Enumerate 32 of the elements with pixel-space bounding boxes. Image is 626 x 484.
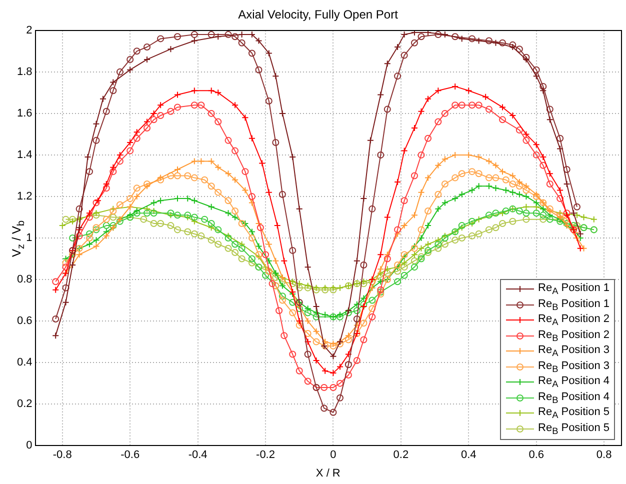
x-tick-label: 0.6 — [528, 449, 544, 462]
y-tick-label: 2 — [26, 24, 32, 36]
legend-label: Re$_{A}$ Position 4 — [538, 375, 610, 390]
legend-label: Re$_{A}$ Position 1 — [538, 282, 610, 296]
x-tick-label: 0.4 — [461, 449, 476, 462]
legend-label: Re$_{B}$ Position 5 — [538, 422, 610, 436]
y-tick-label: 1.4 — [16, 148, 32, 161]
y-tick-label: 1.6 — [16, 107, 32, 120]
x-tick-label: -0.4 — [188, 449, 208, 462]
y-tick-label: 1.2 — [16, 190, 32, 203]
y-tick-label: 0.6 — [16, 315, 32, 328]
legend-label: Re$_{B}$ Position 3 — [538, 360, 610, 374]
y-tick-label: 0.8 — [16, 274, 32, 286]
y-tick-label: 0 — [26, 440, 32, 452]
x-tick-label: 0.2 — [393, 449, 409, 462]
y-tick-label: 0.2 — [16, 398, 32, 410]
x-tick-label: -0.8 — [52, 449, 72, 462]
x-axis-title: X / R — [316, 467, 340, 480]
legend-label: Re$_{B}$ Position 1 — [538, 298, 610, 312]
y-tick-label: 1.8 — [16, 66, 32, 78]
y-tick-label: 0.4 — [16, 356, 32, 369]
x-tick-label: -0.2 — [256, 449, 275, 462]
legend-label: Re$_{A}$ Position 2 — [538, 313, 610, 328]
legend-label: Re$_{A}$ Position 5 — [538, 406, 610, 420]
x-tick-label: 0 — [330, 449, 336, 462]
chart-title: Axial Velocity, Fully Open Port — [238, 8, 399, 22]
legend-label: Re$_{A}$ Position 3 — [538, 344, 610, 358]
x-tick-label: -0.6 — [120, 449, 140, 462]
legend-label: Re$_{B}$ Position 4 — [538, 390, 610, 405]
y-tick-label: 1 — [26, 232, 32, 244]
legend-label: Re$_{B}$ Position 2 — [538, 328, 610, 343]
x-tick-label: 0.8 — [596, 449, 612, 462]
